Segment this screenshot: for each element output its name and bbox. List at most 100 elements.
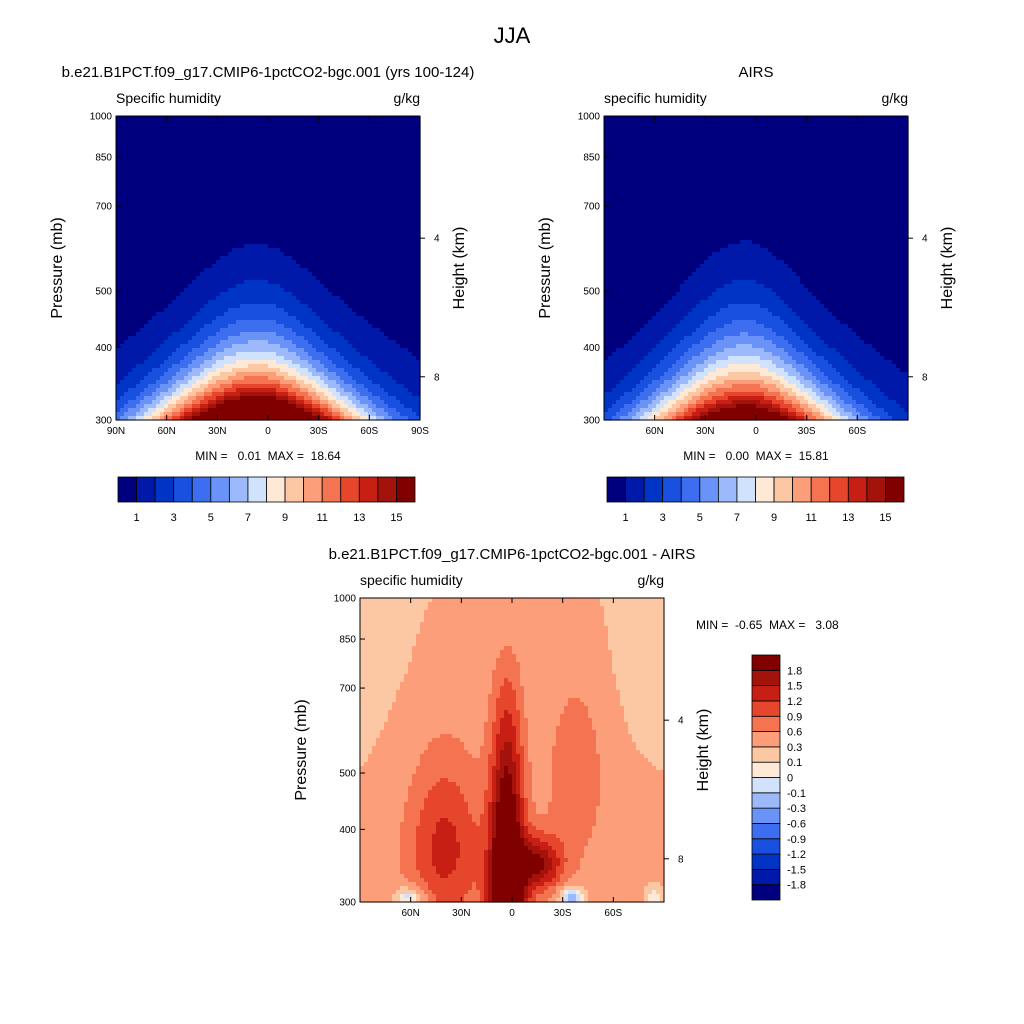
- field-cell: [132, 172, 137, 177]
- field-cell: [184, 296, 189, 301]
- field-cell: [124, 256, 129, 261]
- field-cell: [260, 228, 265, 233]
- field-cell: [372, 124, 377, 129]
- field-cell: [176, 196, 181, 201]
- field-cell: [352, 276, 357, 281]
- field-cell: [320, 368, 325, 373]
- field-cell: [384, 148, 389, 153]
- field-cell: [244, 228, 249, 233]
- field-cell: [280, 364, 285, 369]
- field-cell: [304, 288, 309, 293]
- field-cell: [388, 360, 393, 365]
- field-cell: [184, 168, 189, 173]
- field-cell: [400, 224, 405, 229]
- field-cell: [228, 172, 233, 177]
- field-cell: [116, 220, 121, 225]
- field-cell: [292, 300, 297, 305]
- field-cell: [148, 240, 153, 245]
- field-cell: [264, 232, 269, 237]
- field-cell: [396, 140, 401, 145]
- field-cell: [224, 344, 229, 349]
- field-cell: [184, 252, 189, 257]
- field-cell: [400, 228, 405, 233]
- field-cell: [292, 168, 297, 173]
- field-cell: [412, 224, 417, 229]
- field-cell: [160, 300, 165, 305]
- field-cell: [332, 268, 337, 273]
- field-cell: [176, 148, 181, 153]
- field-cell: [340, 244, 345, 249]
- field-cell: [296, 224, 301, 229]
- field-cell: [364, 216, 369, 221]
- field-cell: [164, 160, 169, 165]
- field-cell: [224, 340, 229, 345]
- field-cell: [396, 372, 401, 377]
- field-cell: [284, 156, 289, 161]
- field-cell: [284, 168, 289, 173]
- field-cell: [180, 200, 185, 205]
- field-cell: [244, 364, 249, 369]
- field-cell: [336, 120, 341, 125]
- field-cell: [392, 236, 397, 241]
- field-cell: [404, 264, 409, 269]
- field-cell: [264, 296, 269, 301]
- field-cell: [268, 336, 273, 341]
- field-cell: [212, 248, 217, 253]
- field-cell: [236, 348, 241, 353]
- field-cell: [160, 260, 165, 265]
- field-cell: [220, 328, 225, 333]
- field-cell: [216, 260, 221, 265]
- field-cell: [196, 236, 201, 241]
- field-cell: [404, 364, 409, 369]
- field-cell: [332, 308, 337, 313]
- field-cell: [216, 352, 221, 357]
- field-cell: [316, 176, 321, 181]
- field-cell: [144, 200, 149, 205]
- field-cell: [188, 188, 193, 193]
- field-cell: [372, 256, 377, 261]
- field-cell: [284, 252, 289, 257]
- field-cell: [400, 124, 405, 129]
- field-cell: [332, 324, 337, 329]
- field-cell: [184, 152, 189, 157]
- field-cell: [288, 296, 293, 301]
- field-cell: [196, 316, 201, 321]
- field-cell: [236, 256, 241, 261]
- field-cell: [160, 220, 165, 225]
- field-cell: [320, 200, 325, 205]
- field-cell: [180, 340, 185, 345]
- field-cell: [164, 208, 169, 213]
- field-cell: [340, 268, 345, 273]
- field-cell: [384, 296, 389, 301]
- field-cell: [284, 368, 289, 373]
- field-cell: [372, 164, 377, 169]
- field-cell: [412, 292, 417, 297]
- field-cell: [164, 204, 169, 209]
- field-cell: [132, 224, 137, 229]
- field-cell: [284, 144, 289, 149]
- field-cell: [188, 364, 193, 369]
- field-cell: [172, 216, 177, 221]
- field-cell: [204, 260, 209, 265]
- field-cell: [300, 356, 305, 361]
- field-cell: [392, 196, 397, 201]
- field-cell: [308, 160, 313, 165]
- field-cell: [144, 228, 149, 233]
- field-cell: [292, 140, 297, 145]
- field-cell: [356, 176, 361, 181]
- field-cell: [240, 160, 245, 165]
- field-cell: [328, 116, 333, 121]
- field-cell: [220, 284, 225, 289]
- field-cell: [156, 272, 161, 277]
- field-cell: [132, 296, 137, 301]
- field-cell: [152, 312, 157, 317]
- field-cell: [188, 288, 193, 293]
- field-cell: [324, 240, 329, 245]
- field-cell: [116, 196, 121, 201]
- field-cell: [388, 204, 393, 209]
- field-cell: [412, 252, 417, 257]
- field-cell: [120, 360, 125, 365]
- field-cell: [288, 324, 293, 329]
- field-cell: [252, 224, 257, 229]
- field-cell: [136, 316, 141, 321]
